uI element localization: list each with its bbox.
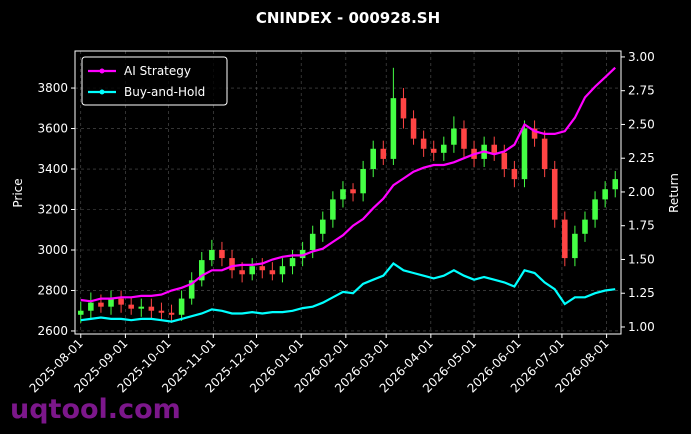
candle-body [501,152,508,170]
candle-body [108,298,114,307]
candle-body [289,258,296,267]
candle-body [188,280,195,299]
return-line [80,262,616,323]
candle-body [461,128,467,149]
candle-body [309,233,316,250]
candle-body [400,98,407,119]
candle-body [299,249,306,259]
candle-body [178,298,185,315]
candle-body [521,128,528,180]
candle-body [118,298,124,305]
legend-label: Buy-and-Hold [124,85,205,99]
y-axis-label: Price [11,178,25,207]
candle-body [390,98,397,159]
candle-body [551,169,558,220]
y-tick-label: 3600 [37,122,68,136]
candle-body [592,199,598,220]
legend: AI Strategy Buy-and-Hold [81,56,228,106]
return-line [80,66,616,303]
candle-body [582,219,588,234]
candle-body [320,219,326,234]
candle-body [209,249,215,261]
legend-box [81,56,228,106]
candle-body [370,148,376,170]
candle-body [77,310,84,315]
candle-body [511,169,518,180]
candle-body [158,310,165,313]
candle-body [430,148,437,153]
y2-tick-label: 1.75 [628,219,655,233]
candle-body [420,138,427,149]
candle-body [259,266,266,271]
legend-marker [99,68,105,74]
y2-axis-label: Return [667,173,681,213]
candle-body [219,249,225,259]
y-tick-label: 2800 [37,283,68,297]
candle-body [380,148,387,159]
y2-tick-label: 2.25 [628,151,655,165]
candle-body [612,179,619,190]
candle-body [350,189,356,194]
candle-body [360,169,366,194]
y-tick-label: 2600 [37,324,68,338]
y2-tick-label: 1.00 [628,320,655,334]
candle-body [572,233,578,259]
y2-tick-label: 2.00 [628,185,655,199]
candle-body [562,219,568,259]
candle-body [148,306,155,311]
y-tick-label: 3400 [37,162,68,176]
candle-body [128,304,134,309]
y-tick-label: 3200 [37,203,68,217]
candle-body [541,138,548,170]
plot-frame [74,50,622,335]
candle-body [340,189,346,200]
candle-body [410,118,417,139]
legend-marker [99,89,105,95]
y2-tick-label: 3.00 [628,50,655,64]
candle-body [138,306,145,309]
candle-body [98,302,104,307]
y2-tick-label: 1.25 [628,286,655,300]
candle-body [229,258,235,271]
y-tick-label: 3800 [37,81,68,95]
legend-label: AI Strategy [124,64,191,78]
candle-body [451,128,457,145]
y-tick-label: 3000 [37,243,68,257]
candle-body [269,270,276,275]
candle-body [441,144,447,153]
candle-body [239,270,245,275]
watermark: uqtool.com [10,394,181,425]
candle-body [88,302,94,311]
candle-body [199,260,205,281]
candle-body [168,312,175,315]
candle-body [531,128,538,139]
candle-body [491,144,497,153]
chart-title: CNINDEX - 000928.SH [256,9,440,27]
y2-tick-label: 1.50 [628,252,655,266]
y2-tick-label: 2.75 [628,84,655,98]
candle-body [279,266,286,275]
candle-body [602,189,608,200]
candle-body [330,199,336,220]
candle-body [249,266,255,275]
y2-tick-label: 2.50 [628,117,655,131]
